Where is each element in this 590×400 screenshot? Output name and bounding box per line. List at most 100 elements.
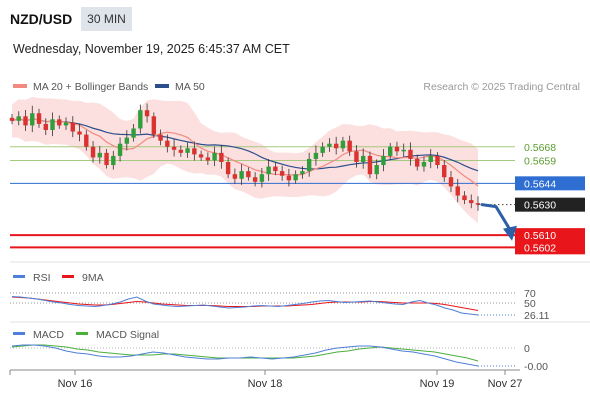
macd-zero-label: 0 bbox=[524, 343, 530, 355]
candle-body bbox=[57, 119, 62, 126]
candle-body bbox=[232, 174, 238, 179]
candle-body bbox=[448, 177, 454, 187]
copyright-text: Research © 2025 Trading Central bbox=[423, 81, 580, 93]
level-tag-0.5602: 0.5602 bbox=[524, 242, 556, 254]
candle-body bbox=[340, 140, 346, 149]
candle-body bbox=[354, 151, 359, 162]
level-label-0.5659: 0.5659 bbox=[524, 155, 556, 167]
candle-body bbox=[165, 140, 170, 147]
candle-body bbox=[205, 157, 211, 161]
candle-body bbox=[97, 152, 102, 158]
macd-legend-swatch bbox=[13, 332, 25, 335]
rsi-legend-swatch bbox=[13, 275, 25, 278]
candle-body bbox=[124, 137, 130, 144]
candle-body bbox=[239, 171, 244, 179]
rsi-ma-legend-label: 9MA bbox=[82, 272, 104, 284]
rsi-ma-line bbox=[11, 296, 479, 311]
forecast-arrow-head bbox=[503, 225, 517, 241]
candle-body bbox=[16, 116, 21, 121]
ma50-legend-label: MA 50 bbox=[175, 81, 205, 93]
candle-body bbox=[306, 158, 312, 172]
level-tag-0.5610: 0.5610 bbox=[524, 230, 556, 242]
x-tick-label: Nov 18 bbox=[248, 378, 283, 390]
candle-body bbox=[415, 158, 420, 167]
timeframe-label: 30 MIN bbox=[87, 12, 126, 26]
candle-body bbox=[185, 148, 190, 153]
ma20-legend-swatch bbox=[13, 84, 27, 88]
x-tick-label: Nov 16 bbox=[58, 378, 93, 390]
candle-body bbox=[192, 148, 197, 155]
candle-body bbox=[43, 123, 48, 130]
candle-body bbox=[394, 146, 400, 152]
symbol-title: NZD/USD bbox=[10, 11, 72, 27]
datetime-text: Wednesday, November 19, 2025 6:45:37 AM … bbox=[13, 42, 290, 56]
candle-body bbox=[300, 171, 305, 175]
level-tag-bg-0.5644 bbox=[515, 176, 585, 191]
candle-body bbox=[435, 155, 440, 166]
rsi-level-label-70: 70 bbox=[524, 288, 536, 300]
x-axis: Nov 16 Nov 18 Nov 19 Nov 27 bbox=[9, 370, 523, 390]
x-tick-label: Nov 19 bbox=[420, 378, 455, 390]
candle-body bbox=[171, 146, 177, 150]
rsi-legend-label: RSI bbox=[33, 272, 51, 284]
candle-body bbox=[70, 122, 75, 132]
candle-body bbox=[327, 143, 332, 147]
candle-body bbox=[333, 143, 339, 149]
candle-body bbox=[293, 174, 298, 181]
candle-body bbox=[138, 110, 143, 129]
level-tag-0.5644: 0.5644 bbox=[524, 178, 556, 190]
candle-body bbox=[462, 195, 467, 201]
level-tag-bg-0.5610 bbox=[515, 228, 585, 243]
candle-body bbox=[144, 110, 150, 117]
candle-body bbox=[131, 128, 136, 138]
candle-body bbox=[286, 175, 292, 181]
candle-body bbox=[442, 165, 447, 178]
candle-body bbox=[279, 171, 285, 176]
candle-body bbox=[313, 152, 319, 159]
macd-legend-label: MACD bbox=[33, 329, 64, 341]
candle-body bbox=[421, 162, 427, 167]
candle-body bbox=[388, 146, 393, 156]
candle-body bbox=[401, 149, 406, 152]
candle-body bbox=[475, 203, 481, 205]
current-price-tag-bg bbox=[515, 197, 585, 212]
ma50-legend-swatch bbox=[155, 84, 169, 88]
candle-body bbox=[9, 117, 15, 121]
macd-signal-legend-swatch bbox=[76, 332, 88, 335]
rsi-line bbox=[11, 296, 479, 316]
candle-body bbox=[104, 152, 109, 166]
candle-body bbox=[23, 116, 28, 126]
rsi-ma-legend-swatch bbox=[62, 275, 74, 278]
ma20-legend-label: MA 20 + Bollinger Bands bbox=[33, 81, 148, 93]
candle-body bbox=[252, 177, 258, 182]
candle-body bbox=[381, 155, 386, 166]
candle-body bbox=[408, 149, 413, 159]
candle-body bbox=[367, 155, 373, 175]
candle-body bbox=[151, 116, 157, 135]
candle-body bbox=[469, 200, 474, 204]
candle-body bbox=[111, 155, 116, 166]
candle-body bbox=[219, 152, 224, 162]
timeframe-badge[interactable] bbox=[81, 7, 132, 31]
candle-body bbox=[117, 143, 123, 156]
macd-current-value: -0.00 bbox=[524, 361, 548, 373]
x-tick-label: Nov 27 bbox=[488, 378, 523, 390]
level-tag-bg-0.5602 bbox=[515, 240, 585, 255]
ma20-line bbox=[11, 117, 479, 187]
candle-body bbox=[158, 134, 163, 141]
candle-body bbox=[320, 146, 325, 153]
candle-body bbox=[84, 134, 89, 147]
candle-body bbox=[360, 155, 366, 162]
macd-panel: 0 -0.00 bbox=[10, 343, 548, 373]
candle-body bbox=[90, 146, 96, 158]
candle-body bbox=[259, 174, 265, 182]
macd-line bbox=[11, 344, 479, 367]
candle-body bbox=[30, 113, 35, 126]
forecast-arrow bbox=[480, 203, 512, 232]
current-price-tag: 0.5630 bbox=[524, 200, 556, 212]
candle-body bbox=[36, 113, 42, 124]
candle-body bbox=[347, 140, 352, 152]
